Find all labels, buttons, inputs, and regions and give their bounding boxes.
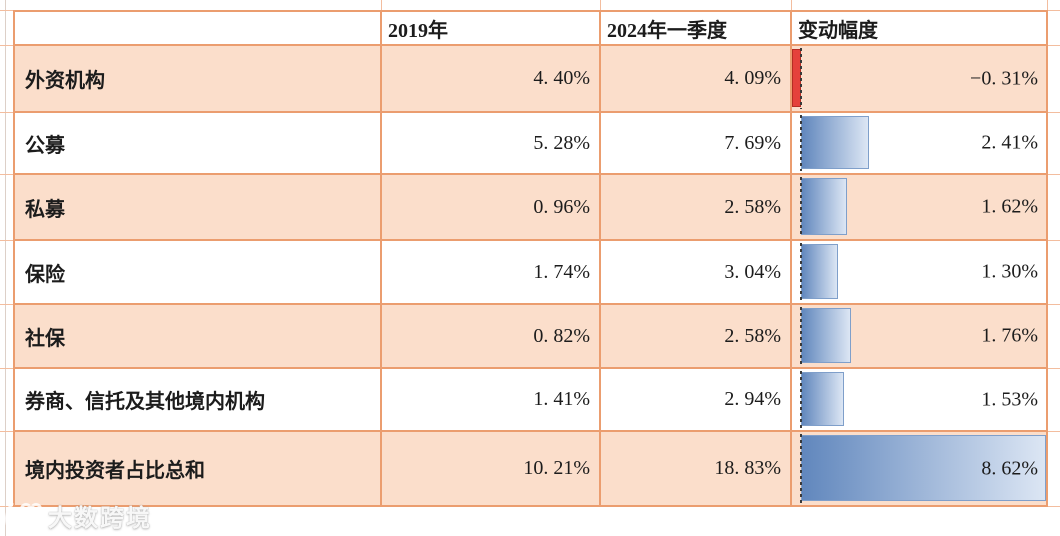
table-header: 2019年 2024年一季度 变动幅度 [13, 10, 1048, 46]
table-row: 券商、信托及其他境内机构 1. 41% 2. 94% 1. 53% [13, 367, 1048, 432]
row-label: 公募 [13, 111, 382, 175]
gridline [1048, 506, 1060, 507]
gridline [1048, 431, 1060, 432]
gridline [0, 45, 13, 46]
table-body: 外资机构 4. 40% 4. 09% −0. 31% 公募 5. 28% 7. … [13, 44, 1048, 507]
change-databar [800, 244, 838, 299]
row-label: 外资机构 [13, 44, 382, 113]
gridline [1048, 45, 1060, 46]
databar-axis [799, 307, 802, 365]
value-2024q1: 2. 58% [599, 173, 792, 241]
change-value: 2. 41% [981, 131, 1038, 154]
gridline [0, 431, 13, 432]
change-cell: 8. 62% [790, 430, 1048, 507]
change-cell: 1. 30% [790, 239, 1048, 305]
data-table: 2019年 2024年一季度 变动幅度 外资机构 4. 40% 4. 09% −… [13, 10, 1048, 507]
change-databar [800, 372, 845, 426]
header-row: 2019年 2024年一季度 变动幅度 [13, 10, 1048, 46]
change-databar [800, 308, 851, 363]
gridline [1048, 174, 1060, 175]
table-row: 私募 0. 96% 2. 58% 1. 62% [13, 173, 1048, 241]
value-2019: 1. 41% [380, 367, 601, 432]
gridline [1048, 112, 1060, 113]
change-cell: 2. 41% [790, 111, 1048, 175]
header-cell-change: 变动幅度 [790, 10, 1048, 46]
change-cell: 1. 62% [790, 173, 1048, 241]
row-label: 券商、信托及其他境内机构 [13, 367, 382, 432]
change-databar [800, 178, 847, 235]
gridline [600, 0, 601, 10]
header-cell-2019: 2019年 [380, 10, 601, 46]
gridline [1047, 0, 1048, 10]
value-2019: 5. 28% [380, 111, 601, 175]
gridline [0, 10, 13, 11]
change-value: −0. 31% [970, 67, 1038, 89]
value-2024q1: 2. 58% [599, 303, 792, 369]
gridline [791, 0, 792, 10]
row-label: 境内投资者占比总和 [13, 430, 382, 507]
table-row: 外资机构 4. 40% 4. 09% −0. 31% [13, 44, 1048, 113]
change-cell: 1. 76% [790, 303, 1048, 369]
value-2024q1: 3. 04% [599, 239, 792, 305]
change-value: 1. 62% [981, 195, 1038, 218]
databar-axis [799, 434, 802, 503]
value-2019: 4. 40% [380, 44, 601, 113]
change-databar [800, 435, 1045, 501]
header-cell-2024q1: 2024年一季度 [599, 10, 792, 46]
value-2019: 0. 96% [380, 173, 601, 241]
table-row: 社保 0. 82% 2. 58% 1. 76% [13, 303, 1048, 369]
gridline [0, 304, 13, 305]
gridline [0, 368, 13, 369]
row-label: 社保 [13, 303, 382, 369]
table-row: 保险 1. 74% 3. 04% 1. 30% [13, 239, 1048, 305]
table-row: 公募 5. 28% 7. 69% 2. 41% [13, 111, 1048, 175]
change-value: 8. 62% [981, 457, 1038, 479]
databar-axis [799, 177, 802, 237]
value-2019: 10. 21% [380, 430, 601, 507]
change-cell: −0. 31% [790, 44, 1048, 113]
databar-axis [799, 48, 802, 109]
gridline [381, 0, 382, 10]
row-label: 私募 [13, 173, 382, 241]
gridline [0, 240, 13, 241]
gridline [1048, 10, 1060, 11]
value-2024q1: 18. 83% [599, 430, 792, 507]
gridline [0, 174, 13, 175]
gridline [1048, 240, 1060, 241]
gridline [1048, 368, 1060, 369]
change-databar [800, 116, 870, 169]
change-value: 1. 76% [981, 324, 1038, 347]
value-2024q1: 4. 09% [599, 44, 792, 113]
databar-axis [799, 371, 802, 428]
gridline [1048, 304, 1060, 305]
value-2019: 0. 82% [380, 303, 601, 369]
change-value: 1. 53% [981, 388, 1038, 410]
databar-axis [799, 115, 802, 171]
header-cell-rowlabel [13, 10, 382, 46]
databar-axis [799, 243, 802, 301]
gridline [0, 112, 13, 113]
value-2024q1: 2. 94% [599, 367, 792, 432]
row-label: 保险 [13, 239, 382, 305]
value-2024q1: 7. 69% [599, 111, 792, 175]
value-2019: 1. 74% [380, 239, 601, 305]
gridline [0, 506, 13, 507]
change-value: 1. 30% [981, 260, 1038, 283]
gridline-left [5, 0, 6, 536]
table-row: 境内投资者占比总和 10. 21% 18. 83% 8. 62% [13, 430, 1048, 507]
change-cell: 1. 53% [790, 367, 1048, 432]
